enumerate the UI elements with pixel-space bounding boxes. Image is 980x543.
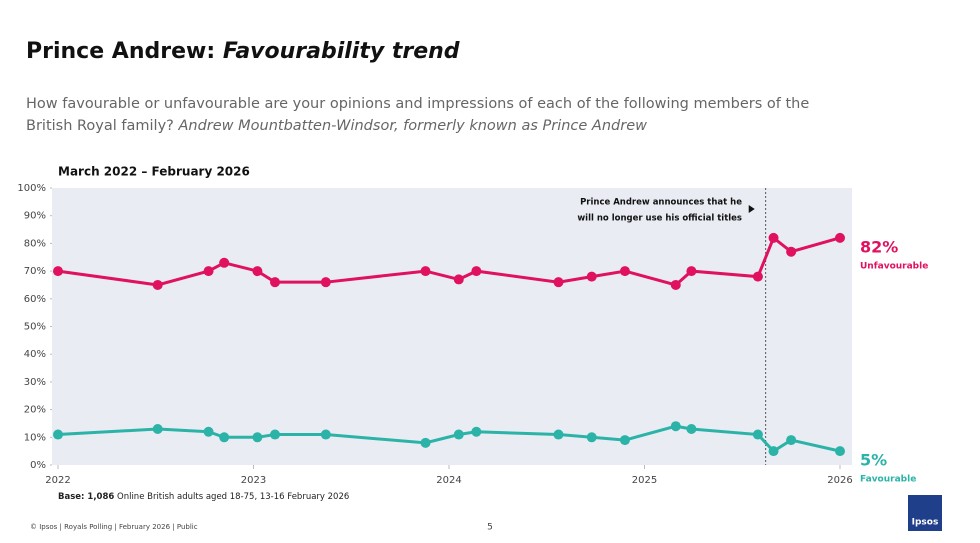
logo: Ipsos <box>912 518 939 528</box>
data-point <box>203 266 214 277</box>
y-tick-label: 100% <box>17 183 46 194</box>
annotation-text: Prince Andrew announces that he <box>580 198 742 208</box>
data-point <box>786 435 797 446</box>
period-label: March 2022 – February 2026 <box>58 165 250 179</box>
data-point <box>752 429 763 440</box>
data-point <box>471 426 482 437</box>
data-point <box>270 429 281 440</box>
data-point <box>320 277 331 288</box>
plot: 0% 10% 20% 30% 40% 50% 60% 70% 80% 90% 100% 2022 202… <box>17 183 928 486</box>
data-point <box>686 423 697 434</box>
data-point <box>670 279 681 290</box>
y-tick-label: 20% <box>24 405 46 416</box>
data-point <box>252 432 263 443</box>
legend-label: Unfavourable <box>860 261 928 271</box>
y-tick-label: 10% <box>24 432 46 443</box>
data-point <box>420 437 431 448</box>
data-point <box>320 429 331 440</box>
data-point <box>835 446 845 457</box>
data-point <box>586 432 597 443</box>
plot-background <box>52 188 852 465</box>
data-point <box>453 429 464 440</box>
data-point <box>553 429 564 440</box>
subtitle-emphasis: Andrew Mountbatten-Windsor, formerly kno… <box>178 118 647 134</box>
data-point <box>219 432 230 443</box>
legend-label: Favourable <box>860 475 916 485</box>
y-tick-label: 30% <box>24 377 46 388</box>
footer: © Ipsos | Royals Polling | February 2026… <box>30 523 198 531</box>
base-note: Base: 1,086 Online British adults aged 1… <box>58 492 349 502</box>
title-emphasis: Favourability trend <box>223 39 460 64</box>
y-tick-label: 80% <box>24 238 46 249</box>
data-point <box>420 266 431 277</box>
data-point <box>586 271 597 282</box>
subtitle-box: How favourable or unfavourable are your … <box>26 93 846 137</box>
x-tick-label: 2024 <box>436 475 461 486</box>
data-point <box>670 421 681 432</box>
y-tick-label: 40% <box>24 349 46 360</box>
data-point <box>152 423 163 434</box>
y-tick-label: 70% <box>24 266 46 277</box>
data-point <box>471 266 482 277</box>
data-point <box>203 426 214 437</box>
data-point <box>553 277 564 288</box>
data-point <box>453 274 464 285</box>
data-point <box>835 232 845 243</box>
value-label: 82% <box>860 237 898 256</box>
title-main: Prince Andrew: <box>26 39 215 64</box>
data-point <box>619 435 630 446</box>
logo-box <box>908 495 942 531</box>
x-tick-label: 2023 <box>241 475 266 486</box>
data-point <box>752 271 763 282</box>
annotation-text: will no longer use his official titles <box>577 214 742 224</box>
y-tick-label: 60% <box>24 294 46 305</box>
x-tick-label: 2022 <box>45 475 70 486</box>
data-point <box>270 277 281 288</box>
data-point <box>53 266 63 277</box>
data-point <box>619 266 630 277</box>
y-tick-label: 90% <box>24 211 46 222</box>
y-tick-label: 50% <box>24 322 46 333</box>
annotation-arrow <box>748 205 755 213</box>
page-number: 5 <box>487 523 493 533</box>
y-tick-label: 0% <box>30 460 46 471</box>
data-point <box>219 257 230 268</box>
data-point <box>768 232 779 243</box>
data-point <box>152 279 163 290</box>
x-tick-label: 2026 <box>827 475 852 486</box>
data-point <box>686 266 697 277</box>
x-tick-label: 2025 <box>632 475 657 486</box>
base-text: Online British adults aged 18-75, 13-16 … <box>117 492 349 502</box>
data-point <box>786 246 797 257</box>
subtitle-text: How favourable or unfavourable are your … <box>26 96 810 134</box>
base-count: 1,086 <box>87 492 114 502</box>
base-label: Base <box>58 492 81 502</box>
subtitle: How favourable or unfavourable are your … <box>26 93 846 137</box>
chart-title: Prince Andrew: Favourability trend <box>26 39 460 64</box>
data-point <box>768 446 779 457</box>
value-label: 5% <box>860 451 887 470</box>
data-point <box>53 429 63 440</box>
data-point <box>252 266 263 277</box>
